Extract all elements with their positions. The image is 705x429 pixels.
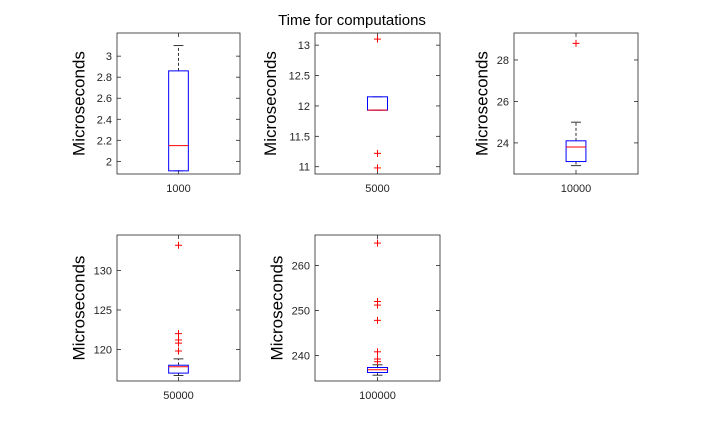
subplot-50000: 120 125 130 50000 Microseconds [69, 234, 241, 402]
box-iqr [168, 70, 189, 172]
subplot-1000: 2 2.2 2.4 2.6 2.8 3 1000 Microseconds [69, 32, 241, 195]
outlier-marker [175, 339, 182, 347]
subplot-5000: 11 11.5 12 12.5 13 5000 Microseconds [261, 32, 441, 195]
y-tick-label: 2.4 [97, 114, 112, 126]
y-tick-label: 13 [298, 40, 310, 52]
axes-frame [116, 32, 241, 175]
y-tick-label: 3 [106, 51, 112, 63]
y-tick-label: 250 [292, 305, 310, 317]
outlier-marker [374, 348, 381, 356]
outlier-marker [374, 239, 381, 247]
y-tick-label: 260 [292, 261, 310, 273]
box-iqr [168, 364, 189, 374]
outlier-marker [175, 347, 182, 355]
outlier-marker [572, 39, 580, 47]
x-tick-label: 10000 [561, 183, 592, 195]
y-tick-label: 125 [94, 305, 112, 317]
y-tick-label: 2.6 [97, 93, 112, 105]
y-tick-label: 11.5 [289, 131, 310, 143]
outlier-marker [175, 330, 182, 338]
subplot-10000: 24 26 28 10000 Microseconds [473, 32, 639, 195]
y-tick-label: 120 [94, 344, 112, 356]
y-tick-label: 130 [94, 266, 112, 278]
outlier-marker [374, 149, 381, 157]
x-tick-label: 1000 [166, 183, 190, 195]
y-tick-label: 240 [292, 350, 310, 362]
outlier-marker [374, 35, 381, 43]
figure-title: Time for computations [278, 12, 426, 29]
y-tick-label: 24 [497, 138, 509, 150]
axes-frame [116, 234, 241, 382]
y-tick-label: 12 [298, 101, 310, 113]
y-axis-label: Microseconds [69, 256, 88, 361]
y-tick-label: 26 [497, 96, 509, 108]
y-axis-label: Microseconds [69, 51, 88, 156]
outlier-marker [374, 358, 381, 366]
outlier-marker [374, 164, 381, 172]
y-tick-label: 2.8 [97, 72, 112, 84]
outlier-marker [175, 241, 182, 249]
x-tick-label: 50000 [163, 390, 194, 402]
box-iqr [565, 140, 587, 163]
y-axis-label: Microseconds [267, 256, 286, 361]
axes-frame [513, 32, 639, 175]
y-tick-label: 2.2 [97, 135, 112, 147]
y-tick-label: 2 [106, 156, 112, 168]
y-tick-label: 12.5 [289, 71, 310, 83]
y-tick-label: 28 [497, 55, 509, 67]
outlier-marker [374, 301, 381, 309]
y-axis-label: Microseconds [261, 51, 280, 156]
outlier-marker [374, 316, 381, 324]
y-tick-label: 11 [299, 162, 310, 174]
x-tick-label: 100000 [359, 390, 396, 402]
y-axis-label: Microseconds [473, 51, 492, 156]
x-tick-label: 5000 [365, 183, 389, 195]
subplot-100000: 240 250 260 100000 Microseconds [267, 234, 441, 402]
subplots-container: 2 2.2 2.4 2.6 2.8 3 1000 Microseconds 11 11.5 12 12… [69, 32, 639, 402]
